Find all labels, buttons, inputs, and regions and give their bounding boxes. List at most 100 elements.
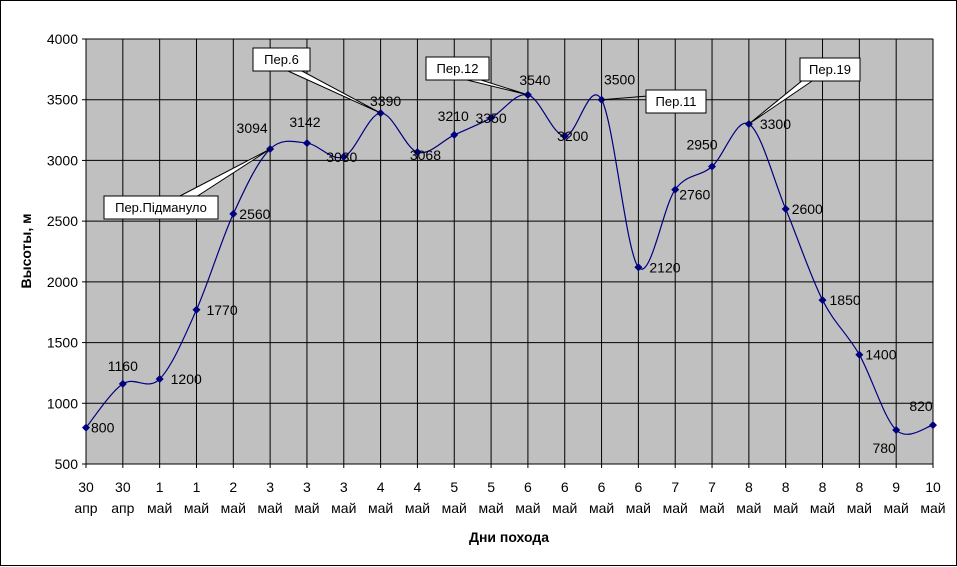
data-point: [118, 379, 127, 388]
x-tick-day: 7: [708, 479, 716, 495]
y-tick-label: 3500: [47, 92, 78, 108]
data-label: 800: [91, 420, 115, 436]
x-tick-day: 5: [487, 479, 495, 495]
x-tick-day: 4: [377, 479, 385, 495]
y-tick-label: 4000: [47, 31, 78, 47]
data-label: 3200: [557, 128, 588, 144]
x-tick-day: 30: [115, 479, 131, 495]
callout-box: [252, 47, 311, 72]
x-tick-day: 8: [745, 479, 753, 495]
data-point: [855, 350, 864, 359]
data-label: 3500: [604, 72, 635, 88]
data-label: 2950: [686, 137, 717, 153]
data-point: [892, 426, 901, 434]
x-tick-day: 3: [266, 479, 274, 495]
y-axis-title: Высоты, м: [18, 213, 34, 288]
y-tick-label: 500: [55, 456, 79, 472]
x-tick-day: 1: [156, 479, 164, 495]
x-tick-month: май: [773, 500, 798, 516]
x-tick-month: май: [478, 500, 503, 516]
x-tick-month: май: [884, 500, 909, 516]
x-tick-month: май: [442, 500, 467, 516]
y-tick-label: 3000: [47, 152, 78, 168]
data-point: [818, 296, 827, 305]
data-label: 3210: [438, 108, 469, 124]
x-tick-day: 9: [892, 479, 900, 495]
data-point: [781, 205, 790, 213]
x-tick-day: 3: [303, 479, 311, 495]
data-point: [634, 263, 643, 272]
data-point: [560, 132, 569, 141]
data-point: [487, 113, 496, 122]
y-tick-label: 1000: [47, 395, 78, 411]
data-label: 3068: [410, 147, 441, 163]
annotation-callout: Пер.Підмануло: [103, 148, 271, 220]
plot-area: [85, 38, 934, 465]
data-label: 1770: [206, 302, 237, 318]
data-label: 3142: [289, 114, 320, 130]
data-point: [155, 375, 164, 383]
data-label: 780: [872, 440, 896, 456]
x-tick-day: 10: [925, 479, 941, 495]
x-tick-month: май: [626, 500, 651, 516]
annotation-callout: Пер.12: [425, 56, 529, 96]
data-label: 1200: [171, 371, 202, 387]
x-tick-month: май: [184, 500, 209, 516]
x-tick-month: май: [663, 500, 688, 516]
x-tick-day: 3: [340, 479, 348, 495]
y-tick-label: 2500: [47, 213, 78, 229]
data-label: 3390: [370, 93, 401, 109]
x-axis-title: Дни похода: [469, 529, 549, 545]
data-label: 2760: [679, 187, 710, 203]
data-point: [929, 421, 937, 430]
x-tick-month: май: [221, 500, 246, 516]
x-tick-day: 8: [855, 479, 863, 495]
x-tick-month: апр: [74, 500, 97, 516]
x-tick-month: май: [847, 500, 872, 516]
x-tick-day: 6: [598, 479, 606, 495]
x-tick-day: 2: [229, 479, 237, 495]
data-label: 2120: [649, 259, 680, 275]
data-point: [708, 162, 717, 171]
data-point: [450, 130, 459, 139]
data-label: 3300: [760, 116, 791, 132]
x-axis-ticks: 30 апр 30 апр 1 май 1 май 2 май 3 май 3 май 3 май 4 май 4 м…: [74, 464, 946, 516]
data-point: [192, 305, 201, 314]
x-tick-day: 8: [782, 479, 790, 495]
callout-text: Пер.6: [264, 52, 299, 67]
x-tick-day: 6: [561, 479, 569, 495]
callout-box: [103, 195, 219, 220]
data-label: 3350: [476, 110, 507, 126]
x-tick-day: 1: [193, 479, 201, 495]
data-point: [413, 148, 422, 157]
x-tick-day: 8: [819, 479, 827, 495]
data-point: [302, 139, 311, 148]
x-tick-month: май: [515, 500, 540, 516]
data-label: 3540: [519, 72, 550, 88]
callout-box: [645, 89, 707, 114]
callout-text: Пер.12: [437, 61, 479, 76]
data-label: 820: [909, 398, 933, 414]
x-tick-month: май: [699, 500, 724, 516]
data-label: 2600: [792, 201, 823, 217]
x-tick-month: май: [294, 500, 319, 516]
callout-text: Пер.11: [656, 94, 697, 109]
x-tick-month: май: [810, 500, 835, 516]
x-tick-month: май: [736, 500, 761, 516]
annotation-callout: Пер.11: [601, 89, 707, 114]
data-label: 1850: [830, 292, 861, 308]
callout-box: [425, 56, 490, 81]
callout-text: Пер.Підмануло: [115, 200, 207, 215]
grid-lines: [85, 38, 934, 465]
x-tick-month: май: [920, 500, 945, 516]
data-label: 1160: [108, 358, 138, 374]
x-tick-day: 6: [524, 479, 532, 495]
x-tick-month: май: [368, 500, 393, 516]
x-tick-day: 30: [78, 479, 94, 495]
x-tick-day: 5: [450, 479, 458, 495]
data-label: 2560: [239, 206, 270, 222]
x-tick-month: май: [258, 500, 283, 516]
x-tick-day: 7: [671, 479, 679, 495]
x-tick-day: 6: [634, 479, 642, 495]
